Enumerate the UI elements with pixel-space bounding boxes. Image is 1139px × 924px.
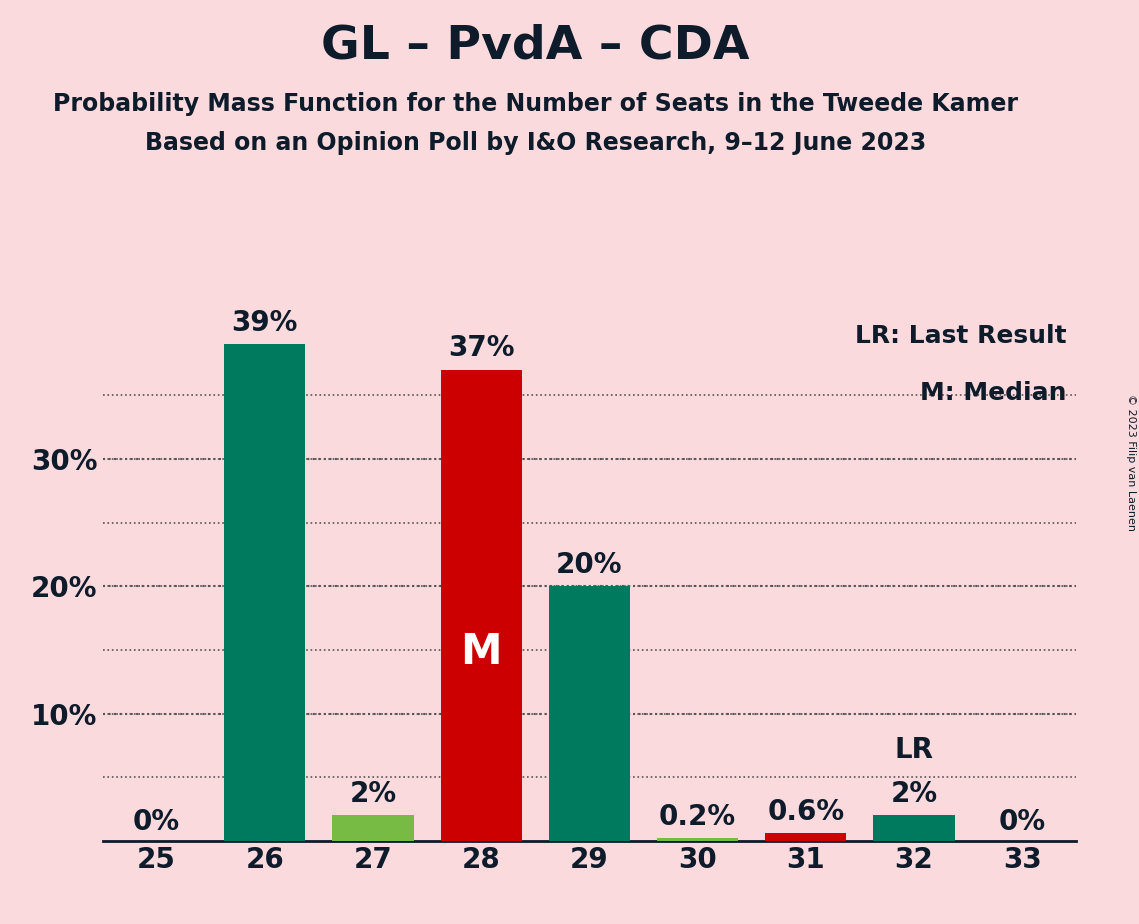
Text: 2%: 2% [350, 780, 396, 808]
Text: 0%: 0% [999, 808, 1046, 835]
Text: 39%: 39% [231, 309, 298, 336]
Text: LR: Last Result: LR: Last Result [855, 324, 1066, 348]
Text: M: M [460, 631, 502, 674]
Text: © 2023 Filip van Laenen: © 2023 Filip van Laenen [1126, 394, 1136, 530]
Bar [765, 833, 846, 841]
Bar [333, 815, 413, 841]
Bar [549, 586, 630, 841]
Bar [441, 370, 522, 841]
Bar [224, 345, 305, 841]
Text: 37%: 37% [448, 334, 515, 362]
Text: GL – PvdA – CDA: GL – PvdA – CDA [321, 23, 749, 68]
Text: 0.2%: 0.2% [659, 803, 736, 831]
Text: Based on an Opinion Poll by I&O Research, 9–12 June 2023: Based on an Opinion Poll by I&O Research… [145, 131, 926, 155]
Text: 0%: 0% [133, 808, 180, 835]
Text: 20%: 20% [556, 551, 623, 578]
Text: M: Median: M: Median [920, 382, 1066, 406]
Bar [657, 838, 738, 841]
Bar [874, 815, 954, 841]
Text: Probability Mass Function for the Number of Seats in the Tweede Kamer: Probability Mass Function for the Number… [52, 92, 1018, 116]
Text: LR: LR [894, 736, 934, 764]
Text: 2%: 2% [891, 780, 937, 808]
Text: 0.6%: 0.6% [768, 797, 844, 825]
